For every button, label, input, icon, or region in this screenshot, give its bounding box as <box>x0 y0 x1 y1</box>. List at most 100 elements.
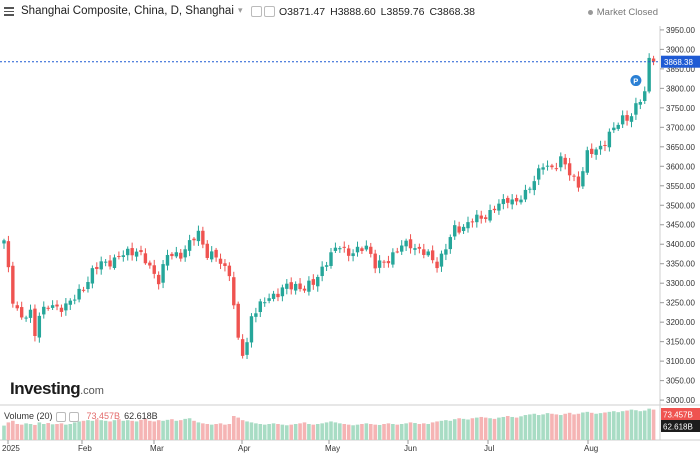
volume-bar <box>426 424 431 440</box>
candle <box>386 261 391 264</box>
candle <box>307 280 311 292</box>
candle <box>50 305 55 308</box>
volume-bar <box>55 424 59 440</box>
volume-bar <box>205 424 210 440</box>
volume-bar <box>298 423 302 440</box>
candle <box>612 127 616 131</box>
logo-suffix: .com <box>80 385 104 397</box>
candle <box>541 167 545 170</box>
candle <box>638 102 643 105</box>
volume-bar <box>324 422 329 440</box>
candle <box>316 276 320 287</box>
candle <box>121 255 126 257</box>
candle <box>338 248 342 250</box>
candle <box>475 214 479 223</box>
candle <box>271 293 276 299</box>
volume-bar <box>289 424 294 440</box>
volume-bar <box>430 422 435 440</box>
volume-bar <box>616 412 621 440</box>
volume-bar <box>421 423 426 440</box>
volume-bar <box>161 420 165 440</box>
volume-bar <box>285 425 289 440</box>
candle <box>536 168 541 180</box>
volume-bar <box>373 424 377 440</box>
dividend-marker-icon <box>630 75 642 87</box>
chevron-down-icon[interactable]: ▾ <box>238 5 243 15</box>
volume-bar <box>50 424 55 440</box>
volume-hide-icon[interactable] <box>68 411 79 422</box>
candle <box>594 149 598 155</box>
candle <box>64 303 68 311</box>
volume-label: Volume (20) <box>4 411 53 421</box>
volume-tag-label: 73.457B <box>663 411 693 420</box>
y-tick-label: 3500.00 <box>666 201 695 210</box>
volume-legend: Volume (20) 73.457B 62.618B <box>4 411 158 422</box>
x-tick-label: Feb <box>78 444 92 453</box>
candle <box>174 252 179 257</box>
volume-bar <box>152 421 157 440</box>
volume-bar <box>77 421 81 440</box>
volume-bar <box>395 424 400 440</box>
hide-icon[interactable] <box>264 6 275 17</box>
volume-bar <box>143 418 148 440</box>
y-tick-label: 3250.00 <box>666 299 695 308</box>
candle <box>143 253 148 264</box>
volume-bar <box>187 418 192 440</box>
volume-bar <box>528 414 532 440</box>
volume-bar <box>223 424 227 440</box>
instrument-title[interactable]: Shanghai Composite, China, D, Shanghai <box>21 5 234 17</box>
volume-bar <box>470 418 475 440</box>
candle <box>413 248 417 250</box>
candle <box>227 265 232 277</box>
candle <box>364 245 369 250</box>
y-tick-label: 3450.00 <box>666 221 695 230</box>
volume-bar <box>355 424 360 440</box>
volume-bar <box>280 424 285 440</box>
y-tick-label: 3550.00 <box>666 182 695 191</box>
volume-bar <box>589 412 594 440</box>
candle <box>510 199 514 205</box>
candle <box>532 181 536 191</box>
volume-bar <box>64 424 68 440</box>
candle <box>6 241 11 268</box>
candle <box>152 265 156 274</box>
candle <box>488 209 492 221</box>
dividend-marker-label: P <box>633 77 638 86</box>
candle <box>280 287 285 297</box>
volume-settings-icon[interactable] <box>55 411 66 422</box>
volume-bar <box>165 419 170 440</box>
x-tick-label: Jun <box>404 444 417 453</box>
y-tick-label: 3300.00 <box>666 279 695 288</box>
volume-bar <box>201 423 205 440</box>
volume-bar <box>479 416 484 440</box>
candle <box>156 274 161 285</box>
candle <box>497 203 501 211</box>
settings-icon[interactable] <box>251 6 262 17</box>
menu-icon[interactable] <box>4 7 14 16</box>
volume-bar <box>545 413 550 440</box>
volume-bar <box>117 419 121 440</box>
candle <box>563 157 567 165</box>
candle <box>126 248 130 256</box>
volume-bar <box>139 419 143 440</box>
candle <box>629 116 634 122</box>
candle <box>209 251 214 260</box>
volume-bar <box>134 421 139 440</box>
candle <box>395 251 399 253</box>
candle <box>179 252 183 259</box>
candle <box>514 198 519 202</box>
candle <box>439 253 444 267</box>
candle <box>528 188 532 190</box>
volume-bar <box>505 416 510 440</box>
volume-bar <box>585 411 590 440</box>
y-tick-label: 3700.00 <box>666 123 695 132</box>
chart-header: Shanghai Composite, China, D, Shanghai ▾… <box>0 0 700 26</box>
candle <box>466 222 470 229</box>
volume-bar <box>612 411 616 440</box>
volume-bar <box>457 418 461 440</box>
volume-bar <box>514 417 519 440</box>
candle <box>117 256 121 258</box>
volume-bar <box>439 420 444 440</box>
volume-bar <box>634 410 638 440</box>
